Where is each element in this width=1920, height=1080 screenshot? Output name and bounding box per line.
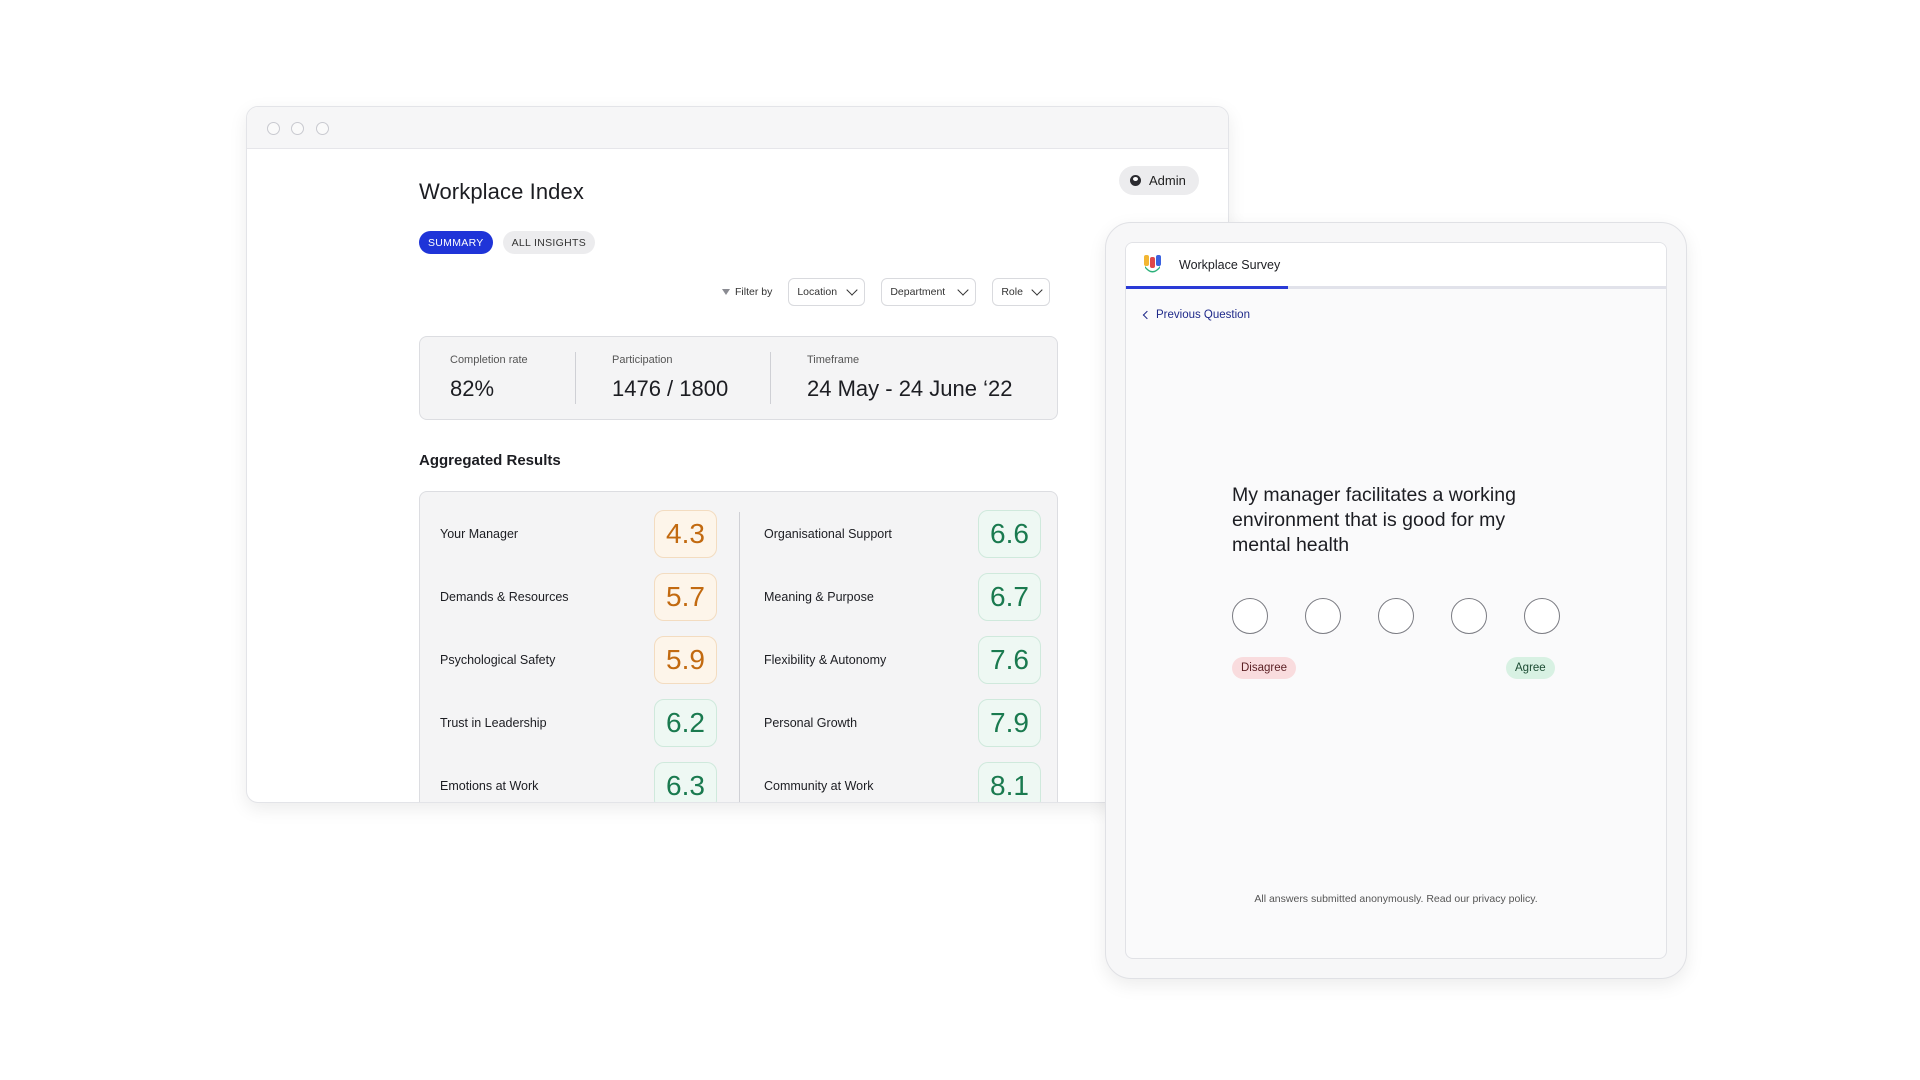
window-maximize-button[interactable] <box>316 122 329 135</box>
view-tabs: SUMMARY ALL INSIGHTS <box>419 231 595 254</box>
completion-rate-stat: Completion rate 82% <box>450 354 528 402</box>
tab-all-insights[interactable]: ALL INSIGHTS <box>502 231 595 254</box>
scale-agree-label: Agree <box>1506 657 1555 679</box>
result-row[interactable]: Psychological Safety 5.9 <box>440 628 717 691</box>
score-badge: 7.9 <box>978 698 1041 747</box>
aggregated-results-card: Your Manager 4.3 Demands & Resources 5.7… <box>419 491 1058 802</box>
user-icon <box>1130 175 1141 186</box>
divider <box>575 352 576 404</box>
score-badge: 4.3 <box>654 509 717 558</box>
likert-option-5[interactable] <box>1524 598 1560 634</box>
survey-tablet: Workplace Survey Previous Question My ma… <box>1105 222 1687 979</box>
timeframe-stat: Timeframe 24 May - 24 June ‘22 <box>807 354 1012 402</box>
score-badge: 5.7 <box>654 572 717 621</box>
chevron-down-icon <box>957 284 970 296</box>
result-row[interactable]: Flexibility & Autonomy 7.6 <box>764 628 1041 691</box>
likert-option-4[interactable] <box>1451 598 1487 634</box>
chevron-down-icon <box>1031 284 1044 296</box>
likert-scale-options <box>1232 598 1560 634</box>
result-row[interactable]: Organisational Support 6.6 <box>764 502 1041 565</box>
stat-label: Timeframe <box>807 354 860 366</box>
result-label: Demands & Resources <box>440 589 569 604</box>
browser-title-bar <box>247 107 1228 149</box>
result-row[interactable]: Community at Work 8.1 <box>764 754 1041 802</box>
result-label: Personal Growth <box>764 715 858 730</box>
stat-value: 82% <box>450 376 495 401</box>
department-select-label: Department <box>890 286 946 298</box>
survey-progress-bar <box>1126 286 1666 289</box>
scale-disagree-label: Disagree <box>1232 657 1297 679</box>
survey-header: Workplace Survey <box>1126 243 1666 289</box>
stat-value: 1476 / 1800 <box>612 376 729 401</box>
filter-bar: Filter by Location Department Role <box>722 278 1051 306</box>
survey-screen: Workplace Survey Previous Question My ma… <box>1125 242 1667 959</box>
result-label: Emotions at Work <box>440 778 539 793</box>
result-row[interactable]: Trust in Leadership 6.2 <box>440 691 717 754</box>
score-badge: 5.9 <box>654 635 717 684</box>
likert-option-3[interactable] <box>1378 598 1414 634</box>
location-select-label: Location <box>797 286 838 298</box>
result-label: Meaning & Purpose <box>764 589 874 604</box>
score-badge: 6.6 <box>978 509 1041 558</box>
result-label: Psychological Safety <box>440 652 556 667</box>
dashboard-window: Admin Workplace Index SUMMARY ALL INSIGH… <box>246 106 1229 803</box>
result-label: Your Manager <box>440 526 519 541</box>
result-row[interactable]: Emotions at Work 6.3 <box>440 754 717 802</box>
admin-user-chip[interactable]: Admin <box>1119 166 1199 195</box>
app-logo-icon <box>1144 255 1161 273</box>
score-badge: 6.7 <box>978 572 1041 621</box>
window-close-button[interactable] <box>267 122 280 135</box>
role-select[interactable]: Role <box>992 278 1051 306</box>
column-divider <box>739 512 740 802</box>
results-column-left: Your Manager 4.3 Demands & Resources 5.7… <box>440 502 717 802</box>
divider <box>770 352 771 404</box>
chevron-left-icon <box>1142 310 1152 320</box>
filter-icon <box>722 289 730 295</box>
previous-question-label: Previous Question <box>1156 309 1250 321</box>
survey-question: My manager facilitates a working environ… <box>1232 484 1516 556</box>
department-select[interactable]: Department <box>881 278 977 306</box>
location-select[interactable]: Location <box>788 278 866 306</box>
role-select-label: Role <box>1001 286 1023 298</box>
filter-label-text: Filter by <box>735 286 773 298</box>
chevron-down-icon <box>846 284 859 296</box>
stat-value: 24 May - 24 June ‘22 <box>807 376 1013 401</box>
result-row[interactable]: Meaning & Purpose 6.7 <box>764 565 1041 628</box>
result-label: Trust in Leadership <box>440 715 547 730</box>
likert-option-1[interactable] <box>1232 598 1268 634</box>
stat-label: Participation <box>612 354 673 366</box>
section-title: Aggregated Results <box>419 452 561 469</box>
result-label: Community at Work <box>764 778 874 793</box>
survey-title: Workplace Survey <box>1179 258 1281 272</box>
result-row[interactable]: Personal Growth 7.9 <box>764 691 1041 754</box>
privacy-note: All answers submitted anonymously. Read … <box>1254 893 1538 905</box>
tab-summary[interactable]: SUMMARY <box>419 231 493 254</box>
survey-progress-fill <box>1126 286 1288 289</box>
admin-label: Admin <box>1149 173 1186 188</box>
result-row[interactable]: Demands & Resources 5.7 <box>440 565 717 628</box>
page-title: Workplace Index <box>419 179 584 204</box>
participation-stat: Participation 1476 / 1800 <box>612 354 728 402</box>
result-label: Organisational Support <box>764 526 892 541</box>
window-minimize-button[interactable] <box>291 122 304 135</box>
score-badge: 6.3 <box>654 761 717 802</box>
filter-label: Filter by <box>722 286 772 298</box>
previous-question-link[interactable]: Previous Question <box>1142 309 1250 321</box>
results-column-right: Organisational Support 6.6 Meaning & Pur… <box>764 502 1041 802</box>
summary-stats-card: Completion rate 82% Participation 1476 /… <box>419 336 1058 420</box>
result-row[interactable]: Your Manager 4.3 <box>440 502 717 565</box>
score-badge: 8.1 <box>978 761 1041 802</box>
score-badge: 6.2 <box>654 698 717 747</box>
stat-label: Completion rate <box>450 354 528 366</box>
result-label: Flexibility & Autonomy <box>764 652 887 667</box>
score-badge: 7.6 <box>978 635 1041 684</box>
likert-option-2[interactable] <box>1305 598 1341 634</box>
